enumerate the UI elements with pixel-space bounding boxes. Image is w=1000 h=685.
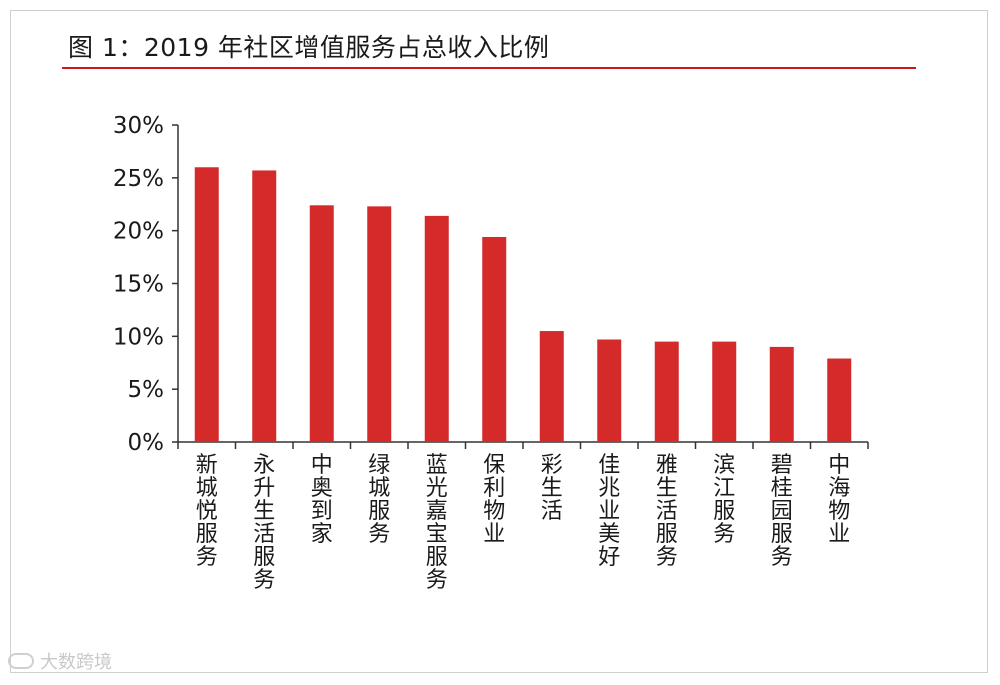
x-tick-label: 中海物业 — [828, 453, 850, 547]
watermark: 大数跨境 — [8, 648, 112, 674]
x-tick-label: 保利物业 — [483, 453, 505, 547]
chart-frame — [10, 10, 988, 673]
bar — [252, 170, 277, 443]
bar — [194, 167, 219, 442]
bar — [424, 215, 449, 442]
bar — [367, 206, 392, 442]
bar — [712, 341, 737, 442]
y-tick-label: 20% — [113, 219, 164, 245]
bar — [769, 346, 794, 442]
y-tick-label: 30% — [113, 113, 164, 139]
x-tick-label: 新城悦服务 — [196, 453, 218, 570]
brand-logo-icon — [8, 653, 34, 669]
y-tick-label: 25% — [113, 166, 164, 192]
bar — [482, 237, 507, 442]
x-tick-label: 中奥到家 — [311, 453, 333, 547]
y-tick-label: 0% — [128, 430, 165, 456]
bar — [309, 205, 334, 442]
bar — [827, 358, 852, 442]
x-tick-label: 彩生活 — [541, 453, 563, 524]
x-tick-label: 绿城服务 — [368, 453, 390, 547]
watermark-text: 大数跨境 — [40, 652, 112, 673]
x-tick-label: 佳兆业美好 — [598, 453, 620, 570]
x-tick-label: 滨江服务 — [713, 453, 735, 547]
x-tick-label: 永升生活服务 — [253, 453, 275, 593]
y-tick-label: 5% — [128, 377, 165, 403]
bar — [539, 331, 564, 442]
x-tick-label: 雅生活服务 — [656, 453, 678, 570]
x-tick-label: 蓝光嘉宝服务 — [426, 453, 448, 593]
y-tick-label: 10% — [113, 324, 164, 350]
y-tick-label: 15% — [113, 272, 164, 298]
x-tick-label: 碧桂园服务 — [771, 453, 793, 570]
chart-title: 图 1：2019 年社区增值服务占总收入比例 — [68, 33, 550, 62]
bar — [597, 339, 622, 442]
bar — [654, 341, 679, 442]
title-divider — [62, 67, 916, 69]
